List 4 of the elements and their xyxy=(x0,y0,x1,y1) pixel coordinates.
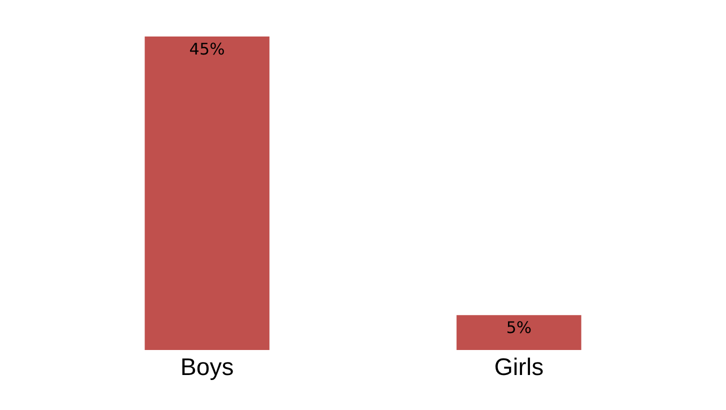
data-label: 5% xyxy=(506,318,532,338)
x-tick-label: Girls xyxy=(494,354,544,381)
x-tick-label: Boys xyxy=(180,354,234,381)
data-label: 45% xyxy=(189,40,225,58)
